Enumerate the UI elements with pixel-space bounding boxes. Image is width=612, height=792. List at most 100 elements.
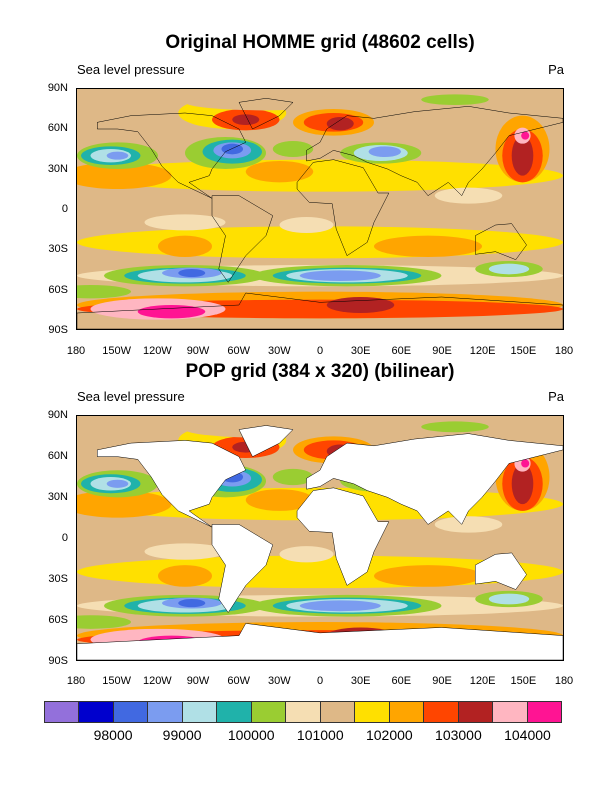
contour-region xyxy=(299,600,381,612)
contour-region xyxy=(144,214,226,231)
lon-tick-label: 150E xyxy=(510,675,537,687)
contour-region xyxy=(77,285,131,299)
lat-tick-label: 90S xyxy=(48,324,68,336)
lon-tick-label: 90E xyxy=(432,675,452,687)
colorbar-label: 100000 xyxy=(227,727,275,743)
coastline-australia xyxy=(475,224,526,260)
coastline-greenland xyxy=(239,425,293,456)
contour-region xyxy=(185,94,347,111)
lat-tick-label: 30S xyxy=(48,243,68,256)
contour-region xyxy=(521,131,530,140)
contour-region xyxy=(77,490,172,518)
contour-region xyxy=(299,270,381,281)
lat-tick-label: 30N xyxy=(47,162,68,175)
colorbar-box xyxy=(79,702,114,722)
contour-region xyxy=(279,546,334,563)
colorbar-label: 101000 xyxy=(296,727,344,743)
contour-region xyxy=(326,117,354,131)
lon-tick-label: 30E xyxy=(350,675,371,687)
contour-region xyxy=(106,151,129,160)
coastline-greenland xyxy=(239,98,293,129)
coastline-south-america xyxy=(212,196,273,283)
lon-tick-label: 60W xyxy=(227,345,250,357)
left-string: Sea level pressure xyxy=(77,62,185,77)
lon-tick-label: 90W xyxy=(186,345,210,357)
coastline-antarctica xyxy=(77,623,563,660)
contour-region xyxy=(434,187,503,204)
colorbar-box xyxy=(217,702,252,722)
colorbar-box xyxy=(424,702,459,722)
lon-tick-label: 180 xyxy=(66,675,86,687)
lon-tick-label: 30W xyxy=(268,675,291,687)
panel-title: Original HOMME grid (48602 cells) xyxy=(165,32,475,53)
contour-region xyxy=(77,615,131,629)
lon-tick-label: 60W xyxy=(227,675,250,687)
contour-region xyxy=(521,459,530,468)
lon-tick-label: 30E xyxy=(350,345,371,357)
lon-tick-label: 0 xyxy=(316,675,324,687)
contour-region xyxy=(421,94,489,105)
contour-region xyxy=(511,135,534,176)
colorbar-label: 99000 xyxy=(162,727,202,743)
colorbar-box xyxy=(251,702,287,722)
coastline-eurasia xyxy=(307,106,564,195)
contour-region xyxy=(137,305,206,319)
contour-region xyxy=(488,263,530,275)
contour-region xyxy=(232,114,260,125)
colorbar-label: 98000 xyxy=(93,727,133,743)
lon-tick-label: 30W xyxy=(268,345,291,357)
colorbar-label: 104000 xyxy=(504,727,551,743)
units-label: Pa xyxy=(548,389,564,404)
lat-tick-label: 60S xyxy=(48,283,68,296)
contour-region xyxy=(178,269,206,277)
contour-region xyxy=(326,297,395,313)
lon-tick-label: 120E xyxy=(469,345,496,357)
coastline-australia xyxy=(475,553,526,590)
coastline-north-america xyxy=(97,113,246,198)
lon-tick-label: 120W xyxy=(142,345,172,357)
coastline-eurasia xyxy=(307,434,563,525)
lat-tick-label: 30N xyxy=(47,491,68,503)
contour-region xyxy=(272,141,314,157)
contour-region xyxy=(421,421,489,433)
contour-region xyxy=(144,543,226,560)
lat-tick-label: 90N xyxy=(47,409,68,421)
colorbar-box xyxy=(389,702,425,722)
colorbar xyxy=(44,701,562,723)
lat-tick-label: 60N xyxy=(47,450,68,462)
left-string: Sea level pressure xyxy=(77,389,185,404)
colorbar-box xyxy=(527,702,562,722)
coastline-south-america xyxy=(212,524,273,612)
lon-tick-label: 150E xyxy=(510,345,537,357)
colorbar-box xyxy=(355,702,390,722)
lon-tick-label: 0 xyxy=(316,345,324,357)
lon-tick-label: 60E xyxy=(391,675,412,687)
colorbar-box xyxy=(320,702,356,722)
colorbar-box xyxy=(286,702,321,722)
lon-tick-label: 120E xyxy=(469,675,496,687)
lat-tick-label: 60N xyxy=(47,122,68,135)
contour-region xyxy=(374,235,482,257)
contour-region xyxy=(178,599,206,608)
coastline-africa xyxy=(297,488,389,586)
contour-region xyxy=(488,593,530,605)
contour-region xyxy=(158,565,212,587)
contour-region xyxy=(374,565,482,587)
lon-tick-label: 60E xyxy=(391,345,412,357)
contour-region xyxy=(368,146,401,157)
lat-tick-label: 90S xyxy=(48,655,68,667)
contour-region xyxy=(77,162,172,189)
colorbar-box xyxy=(182,702,218,722)
lon-tick-label: 180 xyxy=(554,345,574,357)
lon-tick-label: 120W xyxy=(142,675,172,687)
lon-tick-label: 90E xyxy=(432,345,452,357)
contour-region xyxy=(434,516,503,533)
colorbar-box xyxy=(113,702,149,722)
lon-tick-label: 150W xyxy=(102,675,132,687)
contour-region xyxy=(106,479,129,488)
contour-region xyxy=(279,217,334,233)
lat-tick-label: 90N xyxy=(47,82,68,94)
coastline-north-america xyxy=(97,440,246,527)
lon-tick-label: 180 xyxy=(554,675,574,687)
map-plot xyxy=(76,415,564,661)
